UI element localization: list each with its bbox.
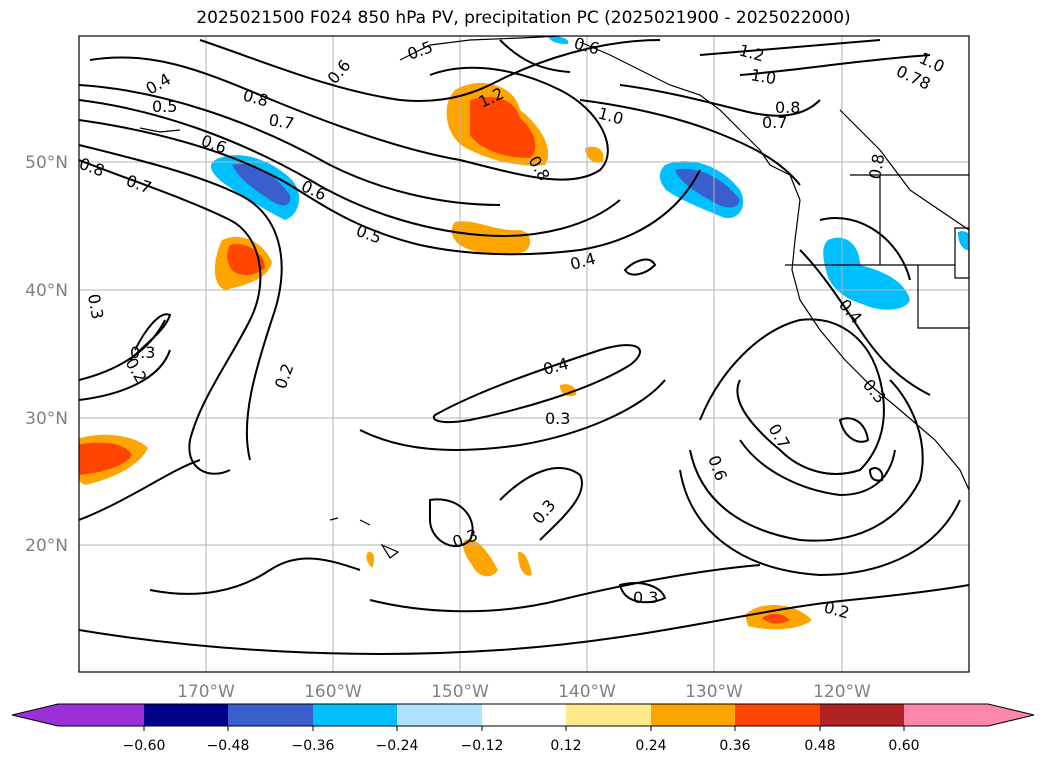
- contour-label: 0.3: [84, 292, 107, 320]
- lat-label: 30°N: [25, 409, 68, 429]
- colorbar-segment: [651, 704, 735, 726]
- colorbar-tick-label: −0.36: [292, 738, 335, 754]
- lon-label: 120°W: [813, 682, 871, 702]
- contour-label: 1.0: [749, 65, 777, 88]
- colorbar-tick-label: 0.60: [888, 738, 919, 754]
- contour-label: 0.7: [267, 110, 295, 133]
- colorbar-extend-high: [988, 704, 1034, 726]
- colorbar-outline: [11, 703, 1035, 727]
- precip-patch: [560, 384, 577, 397]
- colorbar-segment: [144, 704, 228, 726]
- lon-axis: 170°W 160°W 150°W 140°W 130°W 120°W: [177, 682, 871, 702]
- colorbar-extend-low: [12, 704, 58, 726]
- contour-label: 0.8: [775, 98, 800, 117]
- precip-patch: [232, 164, 291, 206]
- colorbar: −0.60 −0.48 −0.36 −0.24 −0.12 0.12 0.24 …: [11, 703, 1035, 754]
- contour-label: 0.3: [130, 343, 155, 362]
- lat-label: 50°N: [25, 153, 68, 173]
- colorbar-segment: [820, 704, 904, 726]
- precip-patch: [451, 221, 531, 255]
- map-border: [78, 35, 970, 673]
- precip-patch: [518, 551, 532, 576]
- contour-label: 0.6: [572, 34, 602, 59]
- colorbar-tick-label: 0.24: [635, 738, 666, 754]
- lon-label: 170°W: [177, 682, 235, 702]
- precip-patch: [470, 96, 536, 158]
- colorbar-segment: [397, 704, 482, 726]
- contour-label: 0.3: [545, 409, 570, 428]
- colorbar-segment: [735, 704, 820, 726]
- colorbar-segment: [228, 704, 313, 726]
- colorbar-segment: [566, 704, 651, 726]
- colorbar-tick-label: −0.60: [123, 738, 166, 754]
- contour-label: 0.7: [762, 113, 787, 132]
- contour-label: 0.5: [152, 97, 177, 116]
- contour-label: 0.3: [633, 588, 658, 607]
- precip-patch: [462, 539, 498, 577]
- precip-patch: [366, 551, 375, 568]
- colorbar-tick-label: 0.36: [719, 738, 750, 754]
- precip-patch: [585, 146, 604, 163]
- colorbar-tick-label: −0.12: [461, 738, 504, 754]
- pv-contours: [79, 39, 969, 655]
- contour-label: 0.8: [865, 152, 888, 180]
- colorbar-segment: [904, 704, 988, 726]
- colorbar-segment: [482, 704, 566, 726]
- lon-label: 140°W: [558, 682, 616, 702]
- lon-label: 150°W: [431, 682, 489, 702]
- colorbar-segment: [313, 704, 397, 726]
- lat-label: 40°N: [25, 281, 68, 301]
- colorbar-tick-label: 0.48: [804, 738, 835, 754]
- precip-patch: [548, 36, 569, 44]
- lat-axis: 50°N 40°N 30°N 20°N: [25, 153, 68, 556]
- precip-fields: [79, 36, 969, 630]
- precip-patch: [762, 613, 790, 624]
- colorbar-tick-label: −0.24: [376, 738, 419, 754]
- precip-patch: [79, 442, 132, 475]
- colorbar-tick-label: −0.48: [207, 738, 250, 754]
- lat-label: 20°N: [25, 536, 68, 556]
- precip-patch: [958, 231, 969, 251]
- lon-label: 160°W: [304, 682, 362, 702]
- lon-label: 130°W: [685, 682, 743, 702]
- precip-patch: [823, 237, 910, 310]
- map-title: 2025021500 F024 850 hPa PV, precipitatio…: [196, 8, 851, 28]
- colorbar-segment: [58, 704, 144, 726]
- precip-patch: [675, 169, 740, 208]
- colorbar-tick-label: 0.12: [550, 738, 581, 754]
